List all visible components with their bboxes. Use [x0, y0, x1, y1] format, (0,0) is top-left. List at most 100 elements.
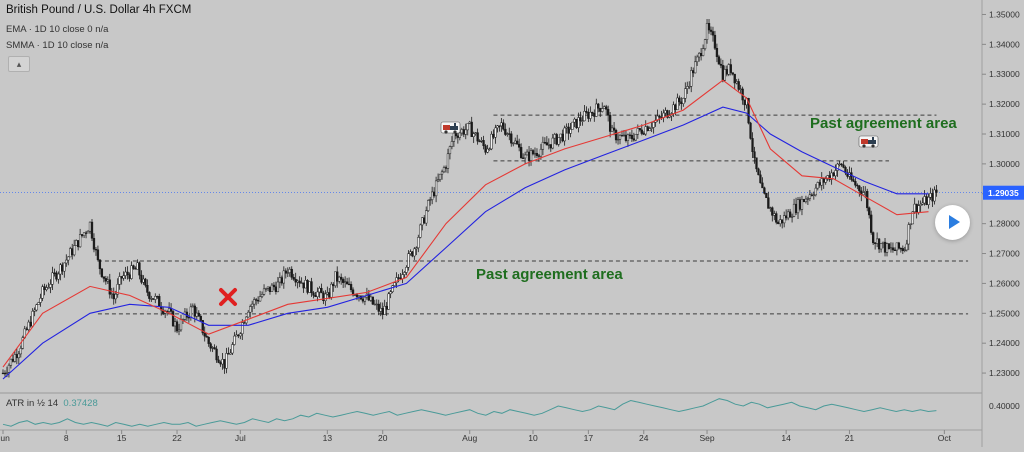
candle-body: [324, 293, 327, 302]
candle-body: [486, 148, 489, 153]
candle-body: [571, 121, 574, 130]
candle-body: [901, 248, 904, 251]
candle-body: [385, 305, 388, 310]
candle-body: [235, 334, 238, 337]
candle-body: [895, 242, 899, 251]
locomotive-wheel: [862, 144, 866, 148]
candle-body: [253, 299, 256, 305]
candle-body: [490, 133, 493, 150]
candle-body: [347, 283, 351, 286]
candle-body: [158, 296, 161, 308]
y-tick-label: 1.27000: [989, 249, 1020, 259]
candle-body: [610, 127, 614, 132]
candle-body: [213, 347, 216, 350]
candle-body: [353, 294, 357, 296]
ema-legend[interactable]: EMA · 1D 10 close 0 n/a: [6, 24, 109, 35]
candle-body: [605, 106, 608, 110]
candle-body: [207, 337, 210, 344]
collapse-legend-button[interactable]: ▴: [8, 56, 30, 72]
candle-body: [632, 138, 636, 141]
candle-body: [458, 132, 461, 138]
candle-body: [37, 302, 40, 305]
candle-body: [171, 311, 175, 327]
candle-body: [620, 135, 624, 137]
y-tick-label: 1.26000: [989, 278, 1020, 288]
candle-body: [126, 271, 129, 276]
candle-body: [209, 343, 212, 349]
candle-body: [106, 279, 109, 282]
candle-body: [565, 126, 568, 129]
candle-body: [877, 238, 881, 250]
candle-body: [779, 219, 782, 225]
candle-body: [53, 272, 56, 274]
locomotive-boiler: [868, 140, 876, 144]
candle-body: [488, 148, 491, 150]
candle-body: [274, 286, 278, 292]
candle-body: [634, 133, 637, 141]
replay-play-button[interactable]: [935, 205, 970, 240]
candle-body: [569, 129, 572, 134]
candle-body: [264, 288, 268, 290]
candle-body: [506, 133, 509, 135]
smma-legend[interactable]: SMMA · 1D 10 close n/a: [6, 40, 109, 51]
candle-body: [391, 285, 394, 293]
candle-body: [589, 111, 592, 119]
candle-body: [308, 281, 311, 293]
candle-body: [496, 125, 499, 129]
candle-body: [514, 140, 517, 144]
candle-body: [523, 154, 527, 159]
candle-body: [300, 282, 303, 284]
candle-body: [472, 133, 475, 137]
candle-body: [545, 142, 549, 146]
candle-body: [59, 264, 62, 275]
candle-body: [78, 234, 82, 248]
candle-body: [338, 276, 341, 282]
candle-body: [429, 199, 432, 201]
locomotive-wheel: [871, 144, 875, 148]
candle-body: [931, 193, 934, 202]
candle-body: [310, 281, 313, 294]
atr-legend[interactable]: ATR in ½ 14 0.37428: [6, 398, 98, 409]
candle-body: [840, 163, 843, 166]
candle-body: [260, 294, 264, 297]
candle-body: [43, 286, 46, 290]
candle-body: [935, 189, 938, 193]
atr-line: [2, 398, 937, 427]
candle-body: [628, 134, 632, 136]
candle-body: [498, 125, 501, 127]
candle-body: [332, 283, 335, 287]
x-tick-label: Oct: [938, 433, 952, 443]
locomotive-wheel: [453, 130, 457, 134]
candle-body: [591, 111, 594, 114]
candle-body: [897, 242, 901, 249]
candle-body: [205, 335, 208, 338]
candle-body: [887, 243, 891, 250]
candle-body: [573, 118, 576, 123]
candle-body: [134, 268, 137, 270]
candle-body: [559, 133, 562, 138]
candle-body: [666, 110, 669, 118]
candle-body: [421, 217, 424, 226]
candle-body: [753, 151, 756, 159]
candle-body: [769, 207, 772, 209]
locomotive-icon: [440, 121, 461, 134]
candle-body: [423, 217, 426, 224]
candle-body: [201, 320, 204, 334]
candle-body: [749, 122, 752, 139]
candle-body: [482, 140, 485, 147]
upper-zone-annotation: Past agreement area: [810, 115, 957, 132]
candle-body: [136, 262, 139, 270]
candle-body: [818, 182, 821, 186]
candle-body: [697, 52, 701, 58]
candle-body: [614, 130, 618, 141]
candle-body: [407, 253, 410, 268]
y-tick-label: 1.25000: [989, 308, 1020, 318]
candle-body: [682, 98, 685, 105]
candle-body: [883, 241, 887, 253]
candle-body: [727, 64, 730, 75]
candle-body: [923, 196, 926, 204]
y-tick-label: 1.23000: [989, 368, 1020, 378]
candle-body: [302, 282, 305, 289]
candle-body: [395, 277, 398, 283]
